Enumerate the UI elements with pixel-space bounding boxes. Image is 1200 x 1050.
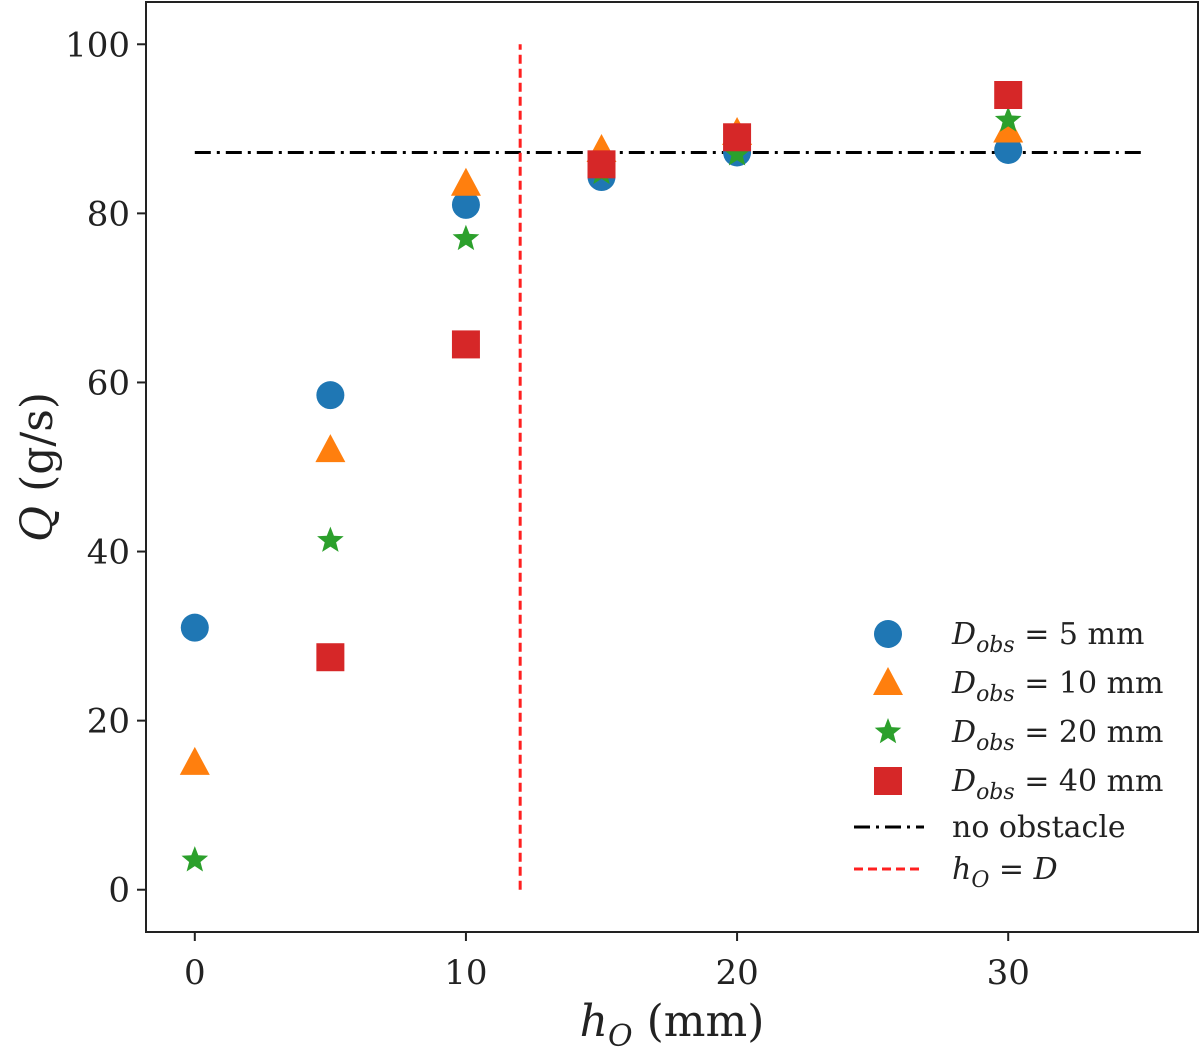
data-point-star (994, 106, 1022, 132)
data-point-square (994, 81, 1023, 109)
plot-frame (145, 1, 1199, 933)
legend: Dobs = 5 mm Dobs = 10 mm Dobs = 20 mm Dobs … (854, 617, 1164, 893)
data-point-star (317, 526, 344, 552)
data-point-triangle (315, 434, 346, 463)
legend-label: Dobs = 5 mm (951, 617, 1144, 658)
legend-entry: Dobs = 10 mm (873, 666, 1164, 707)
data-point-square (316, 643, 345, 672)
data-markers (179, 81, 1024, 872)
data-point-square (451, 330, 480, 359)
data-point-circle (994, 135, 1023, 164)
y-tick-label: 40 (87, 533, 130, 573)
reference-lines (194, 44, 1144, 890)
data-point-triangle (179, 746, 210, 775)
data-point-square (587, 150, 616, 179)
series-circle (180, 135, 1023, 642)
data-point-circle (451, 190, 480, 219)
y-tick-label: 60 (87, 363, 130, 403)
legend-entry: Dobs = 40 mm (874, 764, 1164, 805)
x-axis-title: hO (mm) (580, 996, 765, 1050)
series-star (181, 106, 1022, 872)
legend-entry: no obstacle (854, 810, 1126, 845)
data-point-square (723, 123, 752, 152)
legend-label: Dobs = 10 mm (951, 666, 1164, 707)
legend-entry: Dobs = 20 mm (874, 715, 1164, 756)
y-tick-label: 80 (87, 194, 130, 234)
series-triangle (179, 114, 1024, 775)
plot-area-group (145, 1, 1199, 933)
legend-label: no obstacle (952, 810, 1126, 845)
x-axis-ticks: 0 10 20 30 (184, 932, 1030, 993)
legend-swatch-triangle (873, 667, 903, 695)
legend-swatch-star (874, 718, 902, 744)
data-point-star (452, 224, 480, 251)
legend-swatch-square (874, 767, 902, 795)
x-tick-label: 20 (715, 953, 758, 993)
data-point-star (181, 846, 209, 872)
y-tick-label: 100 (65, 25, 130, 65)
data-point-triangle (450, 167, 481, 196)
y-axis-ticks: 0 20 40 60 80 100 (65, 25, 146, 911)
x-tick-label: 30 (987, 953, 1030, 993)
data-point-circle (180, 613, 209, 642)
legend-entry: Dobs = 5 mm (874, 617, 1144, 658)
legend-label: hO = D (952, 852, 1058, 893)
legend-label: Dobs = 40 mm (951, 764, 1164, 805)
y-tick-label: 0 (108, 871, 130, 911)
data-point-star (723, 140, 751, 166)
series-square (316, 81, 1023, 672)
y-axis-title: Q (g/s) (12, 392, 63, 542)
legend-label: Dobs = 20 mm (951, 715, 1164, 756)
x-tick-label: 10 (444, 953, 487, 993)
x-tick-label: 0 (184, 953, 206, 993)
legend-swatch-circle (874, 620, 902, 648)
legend-entry: hO = D (854, 852, 1058, 893)
data-point-circle (316, 381, 345, 410)
y-tick-label: 20 (87, 702, 130, 742)
data-point-triangle (993, 114, 1024, 143)
